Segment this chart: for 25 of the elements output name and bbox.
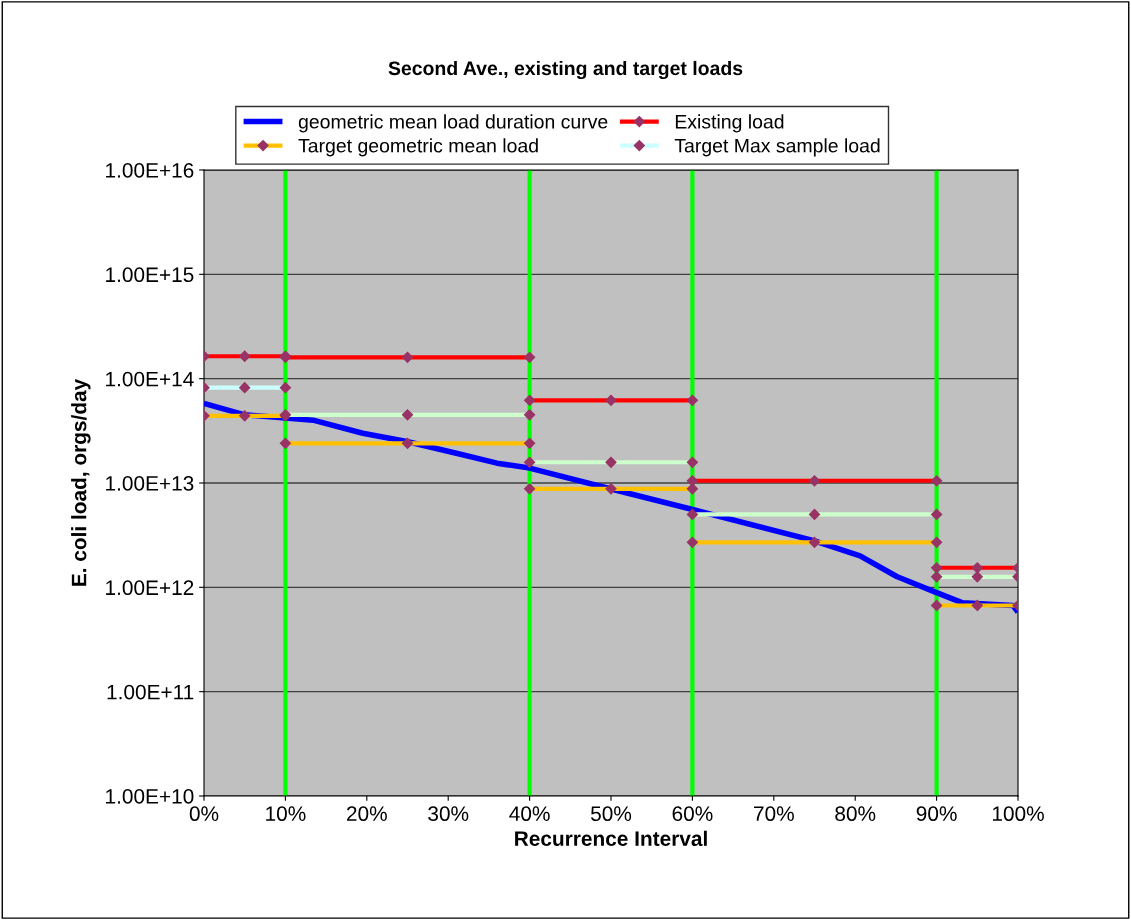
- x-tick-label: 90%: [916, 806, 957, 822]
- y-tick-label: 1.00E+14: [106, 371, 194, 387]
- chart-title: Second Ave., existing and target loads: [388, 60, 743, 80]
- legend-label: Target geometric mean load: [298, 138, 538, 157]
- x-tick-label: 40%: [509, 806, 550, 822]
- y-tick-label: 1.00E+15: [106, 267, 194, 283]
- x-tick-label: 50%: [590, 806, 632, 822]
- legend-label: geometric mean load duration curve: [298, 114, 608, 133]
- y-axis-title: E. coli load, orgs/day: [71, 378, 91, 586]
- y-tick-label: 1.00E+12: [106, 580, 194, 596]
- x-tick-label: 60%: [672, 806, 713, 822]
- y-tick-label: 1.00E+11: [107, 684, 194, 700]
- x-tick-label: 80%: [835, 806, 876, 822]
- x-tick-label: 30%: [428, 806, 469, 822]
- y-tick-label: 1.00E+10: [106, 789, 194, 804]
- x-tick-label: 70%: [754, 806, 794, 822]
- x-tick-label: 20%: [347, 806, 387, 822]
- y-tick-label: 1.00E+13: [106, 476, 194, 491]
- legend-label: Target Max sample load: [674, 138, 880, 157]
- x-tick-label: 100%: [992, 806, 1044, 822]
- x-axis-title: Recurrence Interval: [515, 830, 707, 846]
- y-tick-label: 1.00E+16: [106, 163, 194, 178]
- x-tick-label: 10%: [266, 806, 306, 822]
- legend-label: Existing load: [675, 114, 784, 133]
- x-tick-label: 0%: [189, 806, 219, 822]
